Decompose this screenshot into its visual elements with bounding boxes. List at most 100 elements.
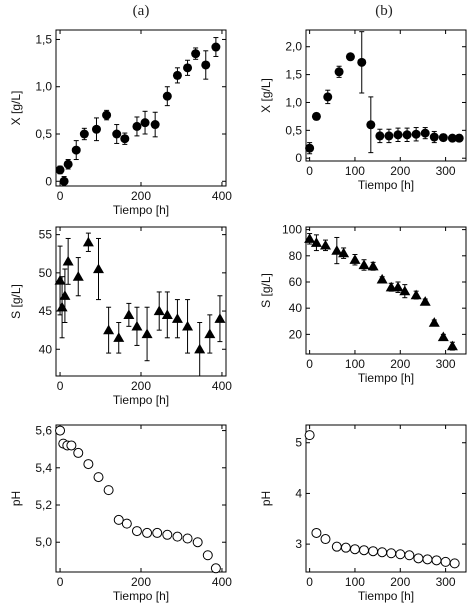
y-axis-label: X [g/L] [9,91,23,126]
data-point [183,63,193,73]
y-tick-label: 5,4 [35,461,52,475]
data-point [54,274,66,285]
chart-b-ph: 0 100 200 300 3 4 5 Tiempo [h] pH [259,424,467,603]
data-point [395,549,406,560]
data-point [311,527,322,538]
data-point [171,313,183,323]
data-point [62,255,74,266]
data-point [82,236,94,247]
data-point [428,317,440,327]
y-tick-label: 3 [295,537,302,551]
data-point [191,49,201,59]
data-point [161,309,173,319]
data-point [210,563,221,574]
data-point [72,271,84,281]
y-tick-label: 20 [289,327,303,341]
data-point [150,120,160,130]
chart-a-ph: 0 200 400 5,0 5,2 5,4 5,6 Tiempo [h] pH [9,424,232,603]
data-point [429,132,439,142]
y-tick-label: 40 [289,301,303,315]
x-axis-label: Tiempo [h] [358,178,414,192]
y-tick-label: 5,0 [35,535,52,549]
x-tick-label: 400 [212,379,232,393]
plot-frame [305,424,467,573]
data-point [422,554,433,565]
data-point [202,550,213,561]
data-point [454,133,464,143]
x-tick-label: 100 [345,164,365,178]
data-point [446,340,458,351]
x-tick-label: 100 [345,575,365,589]
y-axis-label: pH [259,491,273,506]
y-axis-label: pH [9,491,23,506]
data-point [386,548,397,559]
data-point [305,143,315,153]
y-tick-label: 5 [295,436,302,450]
y-tick-label: 60 [289,275,303,289]
data-point [93,263,104,274]
data-point [411,129,421,139]
y-tick-label: 55 [39,228,53,242]
data-point [357,57,367,67]
x-tick-label: 300 [436,575,456,589]
y-tick-label: 0,5 [35,127,52,141]
data-point [120,134,130,144]
data-point [304,430,315,441]
x-axis-label: Tiempo [h] [358,589,414,603]
panel-label-b: (b) [375,3,393,19]
x-tick-label: 0 [57,575,64,589]
data-point [311,111,321,121]
x-axis-label: Tiempo [h] [113,203,169,217]
data-point [331,245,343,255]
plot-frame [55,424,227,573]
data-point [132,121,142,131]
data-point [194,343,206,354]
x-tick-label: 200 [390,357,410,371]
data-point [55,425,66,436]
data-point [123,309,135,319]
data-point [102,110,112,120]
y-tick-label: 1,5 [35,32,52,46]
x-tick-label: 0 [57,379,64,393]
data-point [182,533,193,544]
x-tick-label: 400 [212,575,232,589]
x-tick-label: 200 [131,379,151,393]
x-tick-label: 200 [390,164,410,178]
y-tick-label: 45 [39,304,53,318]
data-point [440,556,451,567]
data-point [392,281,404,292]
data-point [410,289,422,300]
data-point [59,290,71,300]
y-tick-label: 5,2 [35,498,52,512]
y-tick-label: 1,5 [285,68,302,82]
data-point [345,52,355,62]
plot-frame [55,226,227,377]
y-tick-label: 0 [45,174,52,188]
data-point [113,514,124,525]
y-axis-label: S [g/L] [9,284,23,319]
plot-frame [305,226,467,355]
data-point [131,526,142,537]
plot-frame [55,29,227,187]
data-point [420,128,430,138]
data-point [375,131,385,141]
data-point [63,159,73,169]
data-point [112,129,122,139]
y-tick-label: 100 [282,223,302,237]
y-tick-label: 4 [295,486,302,500]
y-tick-label: 80 [289,249,303,263]
data-point [367,260,379,271]
data-point [103,485,114,496]
data-point [162,91,172,101]
data-point [338,247,350,258]
data-point [366,120,376,130]
data-point [142,527,153,538]
data-point [431,555,442,566]
x-tick-label: 200 [131,189,151,203]
data-point [413,553,424,564]
data-point [438,133,448,143]
data-point [349,544,360,555]
data-point [349,254,361,264]
y-tick-label: 1,0 [35,80,52,94]
data-point [59,176,69,186]
